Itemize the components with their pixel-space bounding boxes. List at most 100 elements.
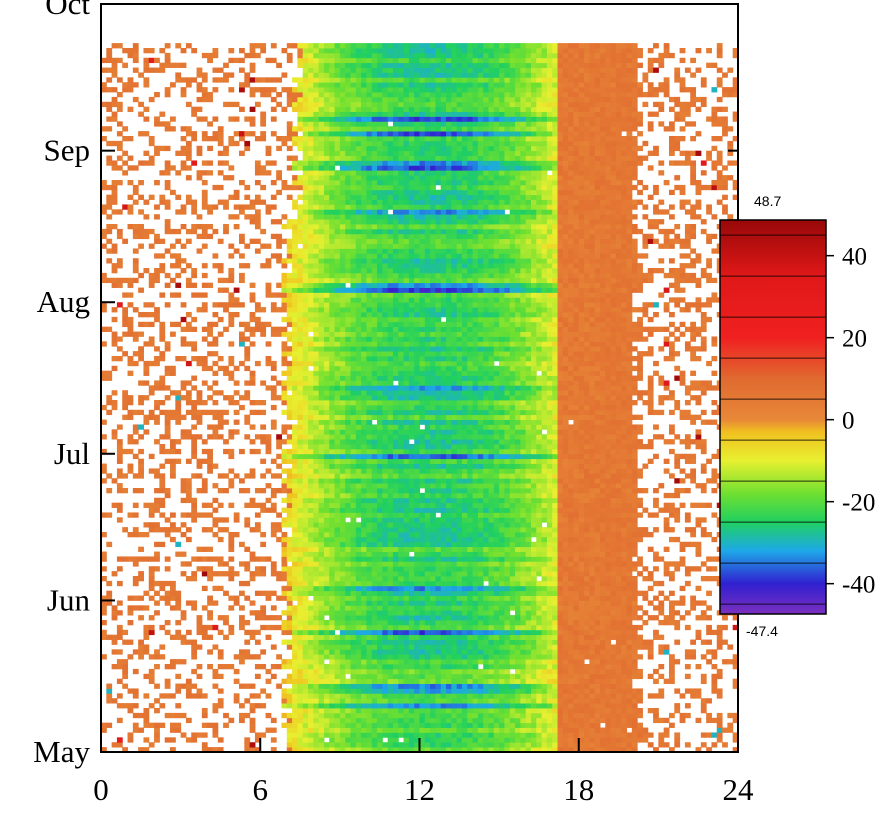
heatmap-cell bbox=[653, 747, 659, 752]
heatmap-cell bbox=[419, 600, 426, 606]
heatmap-cell bbox=[318, 536, 325, 543]
heatmap-cell bbox=[440, 541, 447, 548]
heatmap-cell bbox=[430, 488, 436, 494]
heatmap-cell bbox=[297, 512, 304, 518]
heatmap-cell bbox=[345, 463, 351, 469]
heatmap-cell bbox=[297, 742, 304, 748]
heatmap-cell bbox=[323, 522, 330, 528]
heatmap-cell bbox=[493, 688, 500, 694]
heatmap-cell bbox=[302, 732, 309, 738]
heatmap-cell bbox=[451, 527, 458, 533]
heatmap-cell bbox=[520, 468, 527, 474]
heatmap-cell bbox=[355, 727, 362, 733]
heatmap-cell bbox=[132, 649, 139, 655]
heatmap-cell bbox=[392, 722, 399, 728]
heatmap-cell bbox=[578, 664, 585, 670]
heatmap-cell bbox=[424, 688, 431, 694]
heatmap-cell bbox=[302, 678, 309, 684]
heatmap-cell bbox=[499, 703, 505, 709]
heatmap-cell bbox=[382, 556, 389, 562]
heatmap-cell bbox=[334, 664, 341, 670]
heatmap-cell bbox=[557, 561, 564, 567]
heatmap-cell bbox=[270, 473, 277, 479]
heatmap-cell bbox=[398, 634, 405, 640]
heatmap-cell bbox=[382, 620, 389, 626]
heatmap-cell bbox=[594, 673, 601, 680]
heatmap-cell bbox=[228, 717, 235, 724]
heatmap-cell bbox=[631, 688, 638, 694]
heatmap-cell bbox=[483, 712, 490, 719]
heatmap-cell bbox=[488, 742, 495, 748]
heatmap-cell bbox=[706, 502, 712, 508]
heatmap-cell bbox=[589, 585, 596, 592]
heatmap-cell bbox=[520, 576, 527, 582]
heatmap-cell bbox=[584, 580, 590, 587]
heatmap-cell bbox=[403, 698, 410, 704]
heatmap-cell bbox=[483, 708, 490, 714]
heatmap-cell bbox=[398, 463, 405, 469]
heatmap-cell bbox=[377, 536, 383, 543]
heatmap-cell bbox=[499, 605, 505, 611]
heatmap-cell bbox=[212, 571, 219, 577]
heatmap-cell bbox=[297, 629, 304, 636]
heatmap-cell bbox=[732, 664, 738, 670]
heatmap-cell bbox=[419, 688, 426, 694]
heatmap-cell bbox=[329, 727, 336, 733]
heatmap-cell bbox=[143, 712, 150, 719]
heatmap-cell bbox=[658, 590, 665, 596]
heatmap-cell bbox=[477, 473, 484, 479]
heatmap-cell bbox=[615, 600, 622, 606]
heatmap-cell bbox=[217, 747, 224, 752]
heatmap-cell bbox=[493, 742, 500, 748]
heatmap-cell bbox=[520, 708, 527, 714]
heatmap-cell bbox=[589, 473, 596, 479]
heatmap-cell bbox=[387, 708, 394, 714]
heatmap-cell bbox=[658, 580, 665, 587]
heatmap-cell bbox=[185, 483, 192, 489]
heatmap-cell bbox=[414, 546, 420, 552]
heatmap-cell bbox=[552, 698, 559, 704]
heatmap-cell bbox=[594, 488, 601, 494]
heatmap-cell bbox=[615, 463, 622, 469]
heatmap-cell bbox=[615, 556, 622, 562]
heatmap-cell bbox=[642, 566, 649, 572]
heatmap-cell bbox=[292, 708, 298, 714]
heatmap-cell bbox=[170, 605, 176, 611]
heatmap-cell bbox=[493, 458, 500, 464]
heatmap-cell bbox=[456, 678, 463, 684]
heatmap-cell bbox=[477, 678, 484, 684]
heatmap-cell bbox=[605, 590, 612, 596]
heatmap-cell bbox=[339, 561, 346, 567]
heatmap-cell bbox=[525, 659, 532, 665]
heatmap-cell bbox=[525, 463, 532, 469]
heatmap-cell bbox=[711, 512, 718, 518]
heatmap-cell bbox=[621, 634, 628, 640]
heatmap-cell bbox=[552, 571, 559, 577]
heatmap-cell bbox=[371, 590, 378, 596]
heatmap-cell bbox=[515, 585, 521, 592]
heatmap-cell bbox=[647, 732, 654, 738]
heatmap-cell bbox=[446, 615, 452, 621]
heatmap-cell bbox=[270, 747, 277, 752]
heatmap-cell bbox=[621, 644, 628, 650]
heatmap-cell bbox=[435, 639, 442, 645]
heatmap-cell bbox=[631, 649, 638, 655]
heatmap-cell bbox=[658, 742, 665, 748]
heatmap-cell bbox=[456, 722, 463, 728]
heatmap-cell bbox=[499, 561, 505, 567]
heatmap-cell bbox=[154, 522, 160, 528]
heatmap-cell bbox=[568, 605, 574, 611]
heatmap-cell bbox=[302, 561, 309, 567]
heatmap-cell bbox=[605, 536, 612, 543]
heatmap-cell bbox=[430, 678, 436, 684]
heatmap-cell bbox=[154, 732, 160, 738]
heatmap-cell bbox=[621, 629, 628, 636]
heatmap-cell bbox=[530, 722, 537, 728]
heatmap-cell bbox=[488, 712, 495, 719]
heatmap-cell bbox=[212, 507, 219, 513]
heatmap-cell bbox=[658, 605, 665, 611]
heatmap-cell bbox=[408, 497, 415, 504]
heatmap-cell bbox=[201, 732, 208, 738]
heatmap-cell bbox=[419, 717, 426, 724]
heatmap-cell bbox=[308, 478, 314, 484]
